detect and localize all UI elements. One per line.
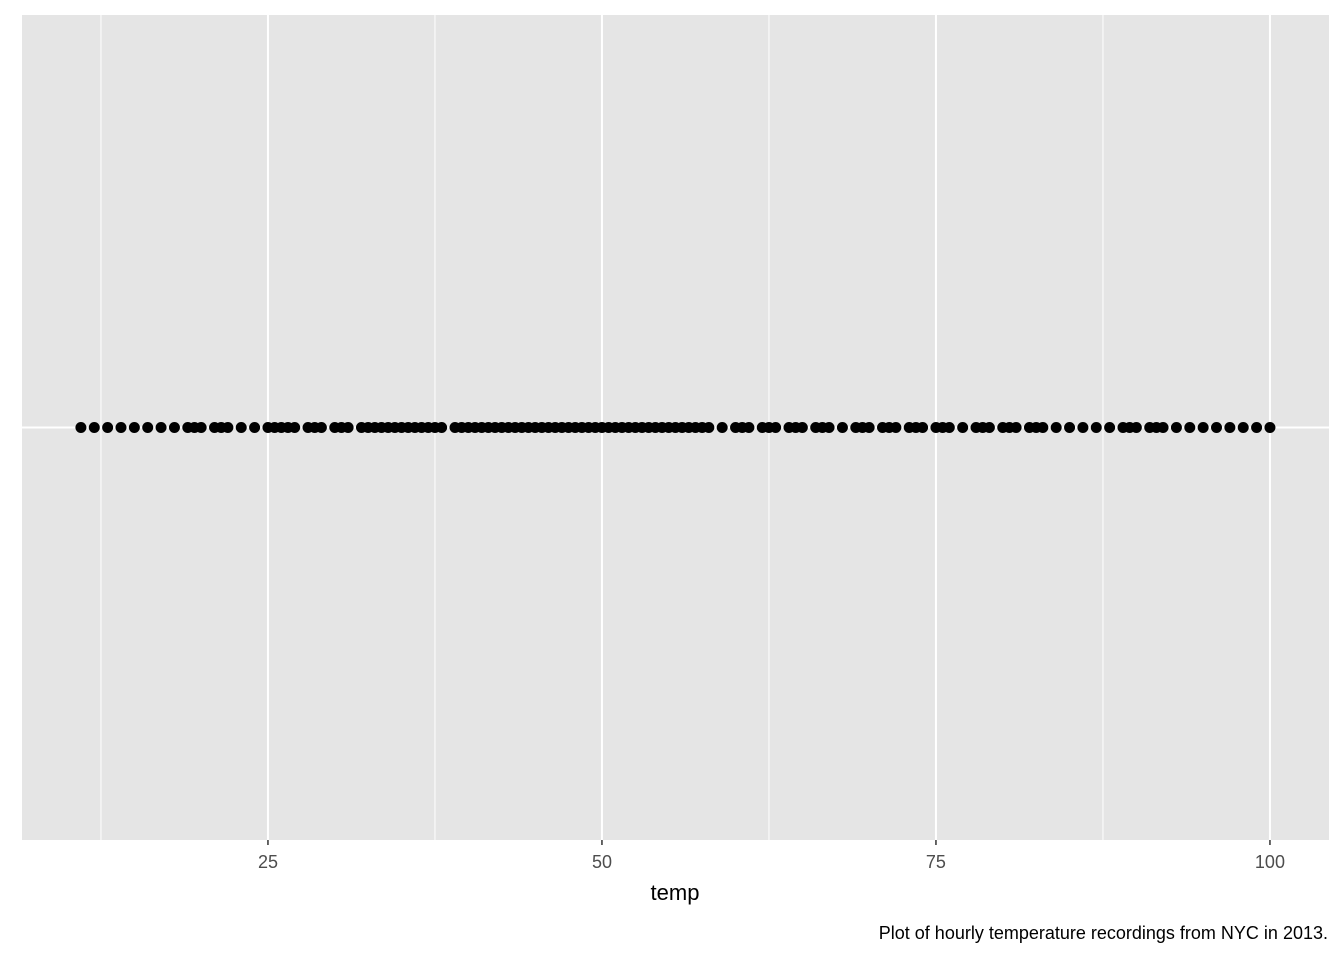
point (342, 422, 354, 433)
point (235, 422, 247, 433)
x-tick-label: 100 (1255, 852, 1285, 872)
point (289, 422, 301, 433)
point (1064, 422, 1076, 433)
point (983, 422, 995, 433)
point (1197, 422, 1209, 433)
point (1184, 422, 1196, 433)
point (770, 422, 782, 433)
point (716, 422, 728, 433)
point (195, 422, 207, 433)
point (315, 422, 327, 433)
point (1130, 422, 1142, 433)
point (142, 422, 154, 433)
point (115, 422, 127, 433)
point (436, 422, 448, 433)
point (88, 422, 100, 433)
x-axis-label: temp (651, 880, 700, 905)
point (1251, 422, 1263, 433)
point (1237, 422, 1249, 433)
point (168, 422, 180, 433)
point (222, 422, 234, 433)
point (1037, 422, 1049, 433)
point (917, 422, 929, 433)
point (1050, 422, 1062, 433)
point (796, 422, 808, 433)
point (863, 422, 875, 433)
x-tick-label: 25 (258, 852, 278, 872)
point (1090, 422, 1102, 433)
point (823, 422, 835, 433)
point (943, 422, 955, 433)
point (75, 422, 87, 433)
x-tick-label: 50 (592, 852, 612, 872)
point (1211, 422, 1223, 433)
point (128, 422, 140, 433)
caption: Plot of hourly temperature recordings fr… (879, 923, 1328, 943)
point (1077, 422, 1089, 433)
point (1170, 422, 1182, 433)
point (1157, 422, 1169, 433)
point (1104, 422, 1116, 433)
point (957, 422, 969, 433)
point (1264, 422, 1276, 433)
x-tick-label: 75 (926, 852, 946, 872)
point (1224, 422, 1236, 433)
point (155, 422, 167, 433)
point (102, 422, 114, 433)
point (249, 422, 261, 433)
point (890, 422, 902, 433)
point (743, 422, 755, 433)
point (1010, 422, 1022, 433)
point (703, 422, 715, 433)
point (836, 422, 848, 433)
